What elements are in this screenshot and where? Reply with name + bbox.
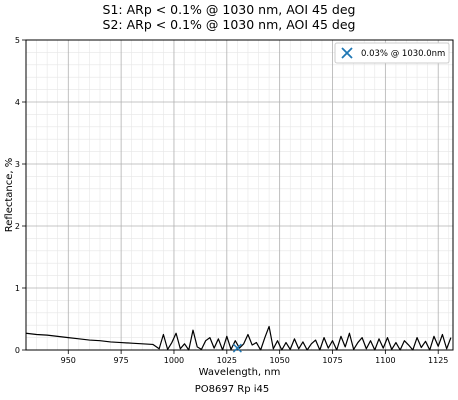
x-tick-label: 1050 (269, 356, 289, 365)
series-line (25, 325, 452, 351)
chart-title-line-1: S1: ARp < 0.1% @ 1030 nm, AOI 45 deg (103, 2, 356, 17)
x-tick-label: 1000 (164, 356, 184, 365)
footer-caption: PO8697 Rp i45 (195, 384, 270, 395)
y-tick-label: 4 (15, 98, 20, 107)
axis-ticks: 950 975 1000 1025 1050 1075 1100 1125 0 1 2 3 4 5 (15, 36, 448, 365)
y-tick-label: 1 (15, 284, 20, 293)
x-tick-label: 975 (113, 356, 128, 365)
plot-frame (25, 39, 454, 351)
x-tick-label: 1025 (217, 356, 237, 365)
marker-layer (232, 343, 242, 353)
marker-stroke (232, 343, 242, 353)
x-tick-label: 950 (61, 356, 76, 365)
legend-x-marker-icon (341, 47, 353, 59)
y-tick-label: 2 (15, 222, 20, 231)
y-tick-label: 3 (15, 160, 20, 169)
legend-entry-label: 0.03% @ 1030.0nm (361, 49, 445, 59)
chart-title-line-2: S2: ARp < 0.1% @ 1030 nm, AOI 45 deg (103, 17, 356, 32)
legend: 0.03% @ 1030.0nm (334, 42, 450, 64)
x-axis-label: Wavelength, nm (199, 367, 281, 378)
x-tick-label: 1100 (375, 356, 395, 365)
grid (25, 39, 453, 351)
x-tick-label: 1075 (322, 356, 342, 365)
series-layer (25, 325, 452, 351)
y-tick-label: 5 (15, 36, 20, 45)
x-tick-label: 1125 (428, 356, 448, 365)
legend-box (334, 42, 450, 64)
legend-marker-stroke (341, 47, 353, 59)
y-tick-label: 0 (15, 346, 20, 355)
data-point-x-marker (232, 343, 242, 353)
y-axis-label: Reflectance, % (4, 158, 15, 233)
